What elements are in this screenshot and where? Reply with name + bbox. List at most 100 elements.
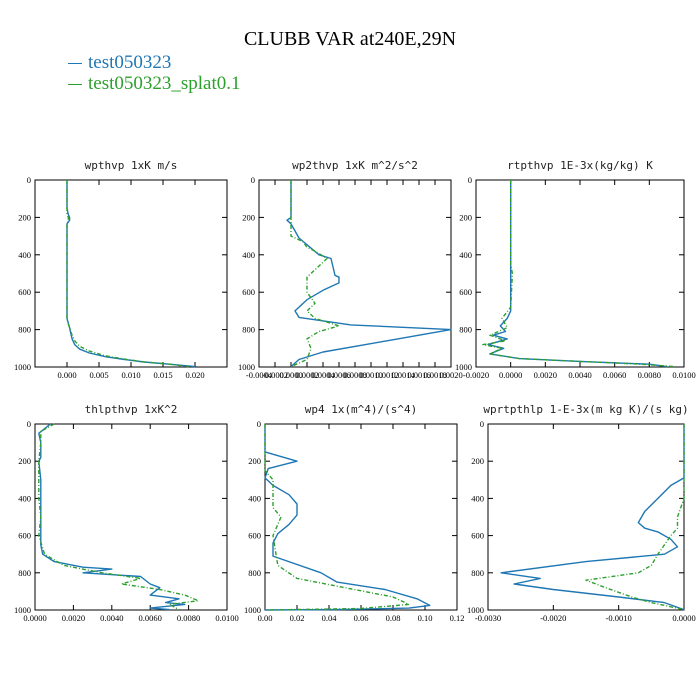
subplot-title: wp2thvp 1xK m^2/s^2 (292, 159, 418, 172)
series-line-test050323-splat0.1 (482, 180, 676, 368)
subplot-1: wpthvp 1xK m/s 0 200 400 600 800 1000 0.000 0.00… (14, 159, 228, 380)
x-tick-label: 0.0004 (311, 370, 335, 380)
y-tick-label: 1000 (14, 362, 31, 372)
y-tick-label: 1000 (14, 605, 31, 615)
x-tick-label: -0.0010 (606, 613, 632, 623)
x-tick-label: 0.0000 (672, 613, 695, 623)
y-tick-label: 400 (248, 493, 261, 503)
x-tick-label: 0.0000 (23, 613, 46, 623)
series-line-test050323-splat0.1 (38, 423, 199, 611)
x-tick-label: 0.0040 (100, 613, 123, 623)
legend-label: test050323_splat0.1 (88, 73, 241, 94)
y-tick-label: 400 (18, 493, 31, 503)
plot-frame (487, 423, 685, 611)
x-tick-label: 0.0060 (603, 370, 626, 380)
y-tick-label: 200 (242, 212, 255, 222)
y-tick-label: 600 (242, 287, 255, 297)
y-tick-label: 800 (18, 568, 31, 578)
x-tick-label: 0.010 (121, 370, 140, 380)
y-tick-label: 1000 (244, 605, 261, 615)
legend-swatch-line (68, 63, 82, 64)
legend-label: test050323 (88, 52, 172, 73)
x-tick-label: 0.02 (290, 613, 305, 623)
x-tick-label: 0.0014 (391, 370, 415, 380)
y-tick-label: 200 (18, 456, 31, 466)
subplot-6: wprtpthlp 1-E-3x(m kg K)/(s kg) 0 200 400 60… (467, 403, 696, 623)
y-tick-label: 800 (248, 568, 261, 578)
x-tick-label: 0.08 (386, 613, 401, 623)
x-tick-label: 0.0012 (375, 370, 398, 380)
y-tick-label: 400 (471, 493, 484, 503)
subplot-title: wpthvp 1xK m/s (85, 159, 178, 172)
x-tick-label: -0.0020 (463, 370, 489, 380)
subplot-2: wp2thvp 1xK m^2/s^202004006008001000-0.0… (238, 159, 463, 380)
y-tick-label: 1000 (467, 605, 484, 615)
series-line-test050323 (286, 180, 452, 368)
plot-frame (34, 423, 228, 611)
y-tick-label: 600 (459, 287, 472, 297)
x-tick-label: 0.0018 (423, 370, 446, 380)
y-tick-label: 1000 (238, 362, 255, 372)
x-tick-label: 0.0060 (139, 613, 162, 623)
subplot-title: wprtpthlp 1-E-3x(m kg K)/(s kg) (483, 403, 688, 416)
x-tick-label: 0.04 (322, 613, 338, 623)
x-tick-label: 0.10 (418, 613, 433, 623)
y-tick-label: 600 (18, 287, 31, 297)
series-line-test050323 (66, 180, 196, 368)
y-tick-label: 800 (459, 325, 472, 335)
x-tick-label: 0.0080 (177, 613, 200, 623)
y-tick-label: 800 (18, 325, 31, 335)
series-line-test050323-splat0.1 (66, 180, 189, 368)
legend-swatch-line (68, 84, 82, 85)
x-tick-label: 0.0002 (295, 370, 318, 380)
x-tick-label: 0.0020 (534, 370, 557, 380)
y-tick-label: 0 (468, 175, 472, 185)
plot-frame (34, 179, 228, 368)
legend-item: test050323_splat0.1 (68, 73, 241, 94)
y-tick-label: 400 (459, 250, 472, 260)
y-tick-label: 400 (18, 250, 31, 260)
y-tick-label: 600 (18, 531, 31, 541)
y-tick-label: 600 (248, 531, 261, 541)
series-line-test050323 (264, 424, 431, 611)
plot-frame (258, 179, 452, 368)
y-tick-label: 0 (251, 175, 255, 185)
subplot-title: rtpthvp 1E-3x(kg/kg) K (507, 159, 653, 172)
x-tick-label: 0.020 (185, 370, 204, 380)
series-line-test050323-splat0.1 (585, 424, 685, 611)
x-tick-label: 0.0016 (407, 370, 430, 380)
x-tick-label: -0.0002 (262, 370, 288, 380)
x-tick-label: 0.0010 (359, 370, 382, 380)
x-tick-label: 0.0020 (62, 613, 85, 623)
x-tick-label: -0.0030 (475, 613, 501, 623)
x-tick-label: -0.0020 (540, 613, 566, 623)
plot-frame (264, 423, 458, 611)
legend-item: test050323 (68, 52, 241, 73)
x-tick-label: 0.0000 (279, 370, 302, 380)
x-tick-label: 0.12 (450, 613, 465, 623)
x-tick-label: 0.06 (354, 613, 369, 623)
x-tick-label: -0.0004 (246, 370, 273, 380)
x-tick-label: 0.0000 (499, 370, 522, 380)
y-tick-label: 400 (242, 250, 255, 260)
series-line-test050323-splat0.1 (290, 180, 340, 368)
series-line-test050323 (487, 180, 667, 368)
x-tick-label: 0.015 (153, 370, 172, 380)
y-tick-label: 1000 (455, 362, 472, 372)
x-tick-label: 0.00 (258, 613, 273, 623)
x-tick-label: 0.005 (89, 370, 108, 380)
subplot-3: rtpthvp 1E-3x(kg/kg) K 0 200 400 600 800 1000-… (455, 159, 696, 380)
y-tick-label: 200 (471, 456, 484, 466)
x-tick-label: 0.0006 (327, 370, 350, 380)
y-tick-label: 600 (471, 531, 484, 541)
y-tick-label: 800 (471, 568, 484, 578)
figure-title: CLUBB VAR at240E,29N (243, 28, 457, 50)
y-tick-label: 0 (480, 419, 484, 429)
y-tick-label: 200 (459, 212, 472, 222)
y-tick-label: 0 (27, 419, 31, 429)
y-tick-label: 800 (242, 325, 255, 335)
